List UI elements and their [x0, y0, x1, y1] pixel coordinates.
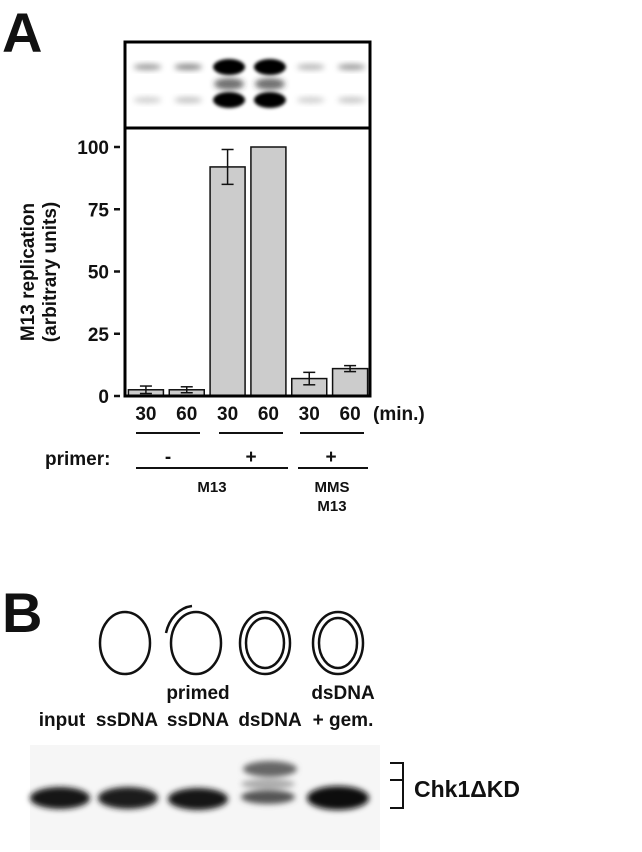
gel-band-smear: [214, 78, 245, 90]
lane-label-dsdna-gem-1: dsDNA: [311, 683, 375, 704]
gel-band: [133, 64, 162, 70]
gel-band-smear: [254, 78, 285, 90]
error-bar: [180, 386, 193, 394]
gel-band: [213, 59, 246, 75]
x-tick-label: 30: [299, 404, 320, 425]
lane-label-input: input: [39, 710, 86, 731]
gel-band: [296, 64, 325, 70]
primer-group-2: +: [245, 447, 256, 468]
gel-band: [253, 92, 286, 108]
ssdna-diagram-icon: [98, 610, 152, 676]
x-tick-label: 30: [217, 404, 238, 425]
error-bar: [303, 371, 316, 386]
y-tick-label: 75: [88, 200, 110, 221]
western-blot-b: [30, 745, 380, 850]
primer-group-3: +: [325, 447, 336, 468]
y-tick-label: 100: [77, 138, 109, 159]
primer-label: primer:: [45, 449, 110, 470]
y-tick-label: 50: [88, 263, 109, 284]
y-tick-label: 0: [98, 387, 109, 408]
dsdna-diagram-icon: [238, 610, 292, 676]
gel-band: [133, 97, 162, 103]
y-tick-label: 25: [88, 325, 110, 346]
gel-band: [174, 97, 203, 103]
error-bar: [139, 385, 152, 395]
plot-frame: [123, 126, 372, 398]
template-mms: MMS: [315, 479, 350, 496]
gel-band: [213, 92, 246, 108]
lane-label-dsdna: dsDNA: [238, 710, 302, 731]
error-bar: [344, 364, 357, 373]
x-unit-label: (min.): [373, 404, 425, 425]
primer-group-1: -: [165, 447, 171, 468]
gel-band: [337, 97, 366, 103]
group-lines: [136, 432, 368, 469]
gel-band: [337, 64, 366, 70]
primed-ssdna-diagram-icon: [164, 604, 223, 676]
blot-label: Chk1ΔKD: [414, 776, 520, 802]
template-m13: M13: [197, 479, 226, 496]
band-bracket: [390, 762, 404, 809]
x-tick-label: 60: [340, 404, 361, 425]
panel-b-letter: B: [2, 581, 42, 644]
x-tick-label: 60: [176, 404, 197, 425]
y-axis-label-line2: (arbitrary units): [40, 202, 61, 342]
dsdna-gem-diagram-icon: [311, 610, 365, 676]
x-tick-label: 30: [135, 404, 156, 425]
x-tick-label: 60: [258, 404, 279, 425]
lane-label-dsdna-gem-2: + gem.: [313, 710, 374, 731]
gel-band: [174, 64, 203, 70]
y-axis-label-line1: M13 replication: [18, 203, 39, 341]
bar: [209, 166, 246, 397]
lane-label-ssdna: ssDNA: [96, 710, 159, 731]
lane-label-primed: primed: [166, 683, 229, 704]
bar-chart: M13 replication (arbitrary units) 0 25 50 7…: [18, 126, 425, 425]
bar: [331, 367, 369, 397]
lane-label-primed-ssdna: ssDNA: [167, 710, 230, 731]
bar: [250, 146, 287, 397]
template-mms-m13: M13: [317, 498, 346, 515]
gel-image-a: [123, 40, 372, 130]
panel-a-letter: A: [2, 1, 42, 64]
gel-band: [296, 97, 325, 103]
gel-band: [253, 59, 286, 75]
error-bar: [221, 148, 234, 186]
